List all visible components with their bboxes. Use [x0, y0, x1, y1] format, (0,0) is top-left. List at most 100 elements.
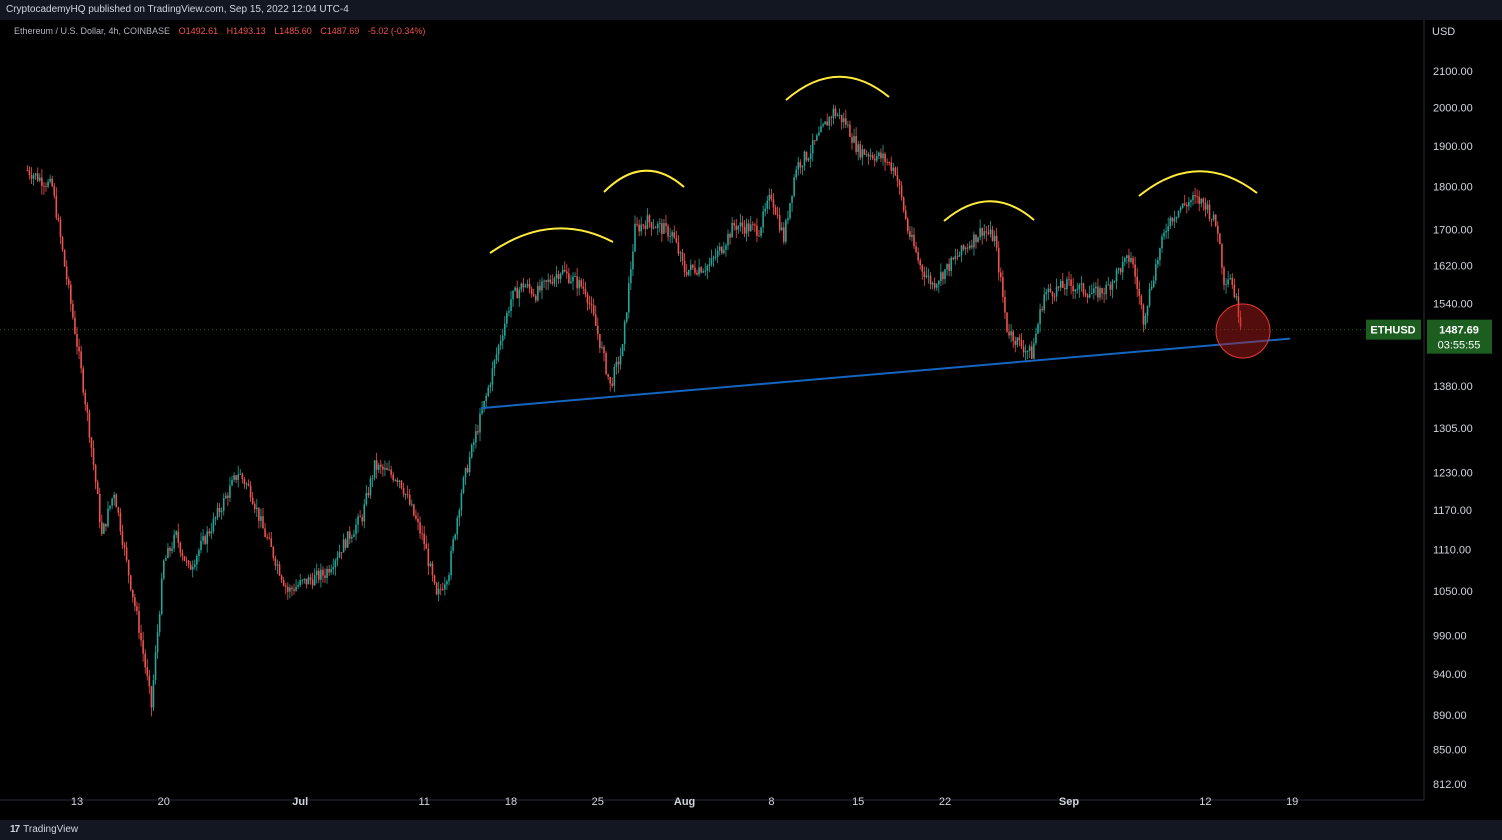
candle-body — [563, 269, 566, 272]
candle-body — [597, 325, 599, 335]
price-badge — [1427, 319, 1492, 354]
candle-body — [993, 235, 996, 242]
candlestick-chart[interactable]: USD 2100.00 2000.00 1900.00 1800.00 1700.00 16… — [0, 20, 1502, 820]
x-tick-label: 20 — [158, 796, 170, 808]
candle-body — [733, 223, 735, 226]
candle-body — [818, 132, 820, 136]
tradingview-brand[interactable]: 17 TradingView — [10, 820, 78, 840]
candle-body — [898, 180, 901, 186]
candle-body — [842, 118, 845, 123]
candle-body — [772, 199, 775, 208]
candle-body — [809, 153, 812, 159]
candle-body — [274, 557, 277, 566]
candle-body — [1202, 198, 1205, 203]
chart-area[interactable]: USD 2100.00 2000.00 1900.00 1800.00 1700.00 16… — [0, 20, 1502, 820]
candle-body — [216, 507, 219, 518]
candle-body — [94, 464, 97, 483]
candle-body — [650, 222, 653, 229]
candle-body — [196, 556, 198, 565]
candle-body — [1062, 280, 1064, 288]
y-tick-label: 2100.00 — [1433, 66, 1473, 78]
candle-body — [115, 494, 118, 508]
candle-body — [710, 258, 713, 265]
candle-body — [72, 303, 74, 318]
candle-body — [921, 265, 924, 272]
candle-body — [1136, 276, 1138, 289]
candle-body — [960, 245, 963, 255]
candle-body — [253, 503, 256, 510]
candle-body — [123, 544, 126, 548]
candle-body — [361, 517, 363, 522]
y-tick-label: 1700.00 — [1433, 225, 1473, 237]
low-value: L1485.60 — [274, 26, 312, 36]
candle-body — [514, 287, 516, 291]
candle-body — [890, 162, 893, 171]
candle-body — [437, 588, 440, 595]
candle-body — [566, 271, 568, 274]
candle-body — [849, 124, 851, 137]
candle-body — [386, 468, 388, 470]
candle-body — [847, 124, 849, 126]
candle-body — [869, 155, 872, 157]
candle-body — [574, 276, 576, 278]
candle-body — [65, 266, 68, 280]
candle-body — [309, 577, 312, 580]
candle-body — [1208, 204, 1211, 219]
candle-body — [452, 539, 454, 551]
candle-body — [1167, 226, 1169, 232]
candle-body — [1088, 294, 1091, 298]
candle-body — [648, 215, 651, 223]
candle-body — [706, 265, 709, 271]
candle-body — [580, 280, 583, 287]
candle-body — [954, 256, 957, 260]
candle-body — [417, 518, 419, 523]
candle-body — [342, 539, 345, 553]
candle-body — [1231, 278, 1234, 285]
x-tick-label: 15 — [852, 796, 864, 808]
candle-body — [1181, 203, 1184, 208]
candle-body — [640, 224, 642, 232]
candle-body — [708, 264, 711, 266]
candle-body — [838, 114, 841, 116]
candle-body — [584, 288, 587, 295]
candle-body — [336, 557, 339, 561]
candle-body — [1072, 285, 1074, 292]
candle-body — [1070, 279, 1072, 286]
countdown-label: 03:55:55 — [1438, 340, 1481, 352]
candle-body — [351, 536, 353, 539]
candle-body — [202, 536, 204, 541]
candle-body — [927, 275, 930, 277]
candle-body — [388, 469, 390, 471]
candle-body — [909, 231, 911, 237]
candle-body — [448, 575, 450, 582]
y-tick-label: 1800.00 — [1433, 182, 1473, 194]
peak-annotation-arc — [943, 200, 1035, 222]
candle-body — [78, 346, 80, 352]
candle-body — [547, 279, 549, 282]
candle-body — [987, 232, 990, 234]
candle-body — [1121, 261, 1124, 273]
candle-body — [942, 272, 944, 280]
candle-body — [1115, 269, 1118, 282]
candle-body — [101, 522, 103, 534]
candle-body — [479, 413, 481, 433]
candle-body — [30, 175, 33, 179]
candle-body — [47, 181, 49, 187]
candle-body — [470, 444, 473, 458]
candle-body — [1179, 207, 1182, 211]
candle-body — [851, 136, 853, 143]
candle-body — [900, 185, 903, 198]
candle-body — [617, 361, 620, 365]
candle-body — [96, 482, 99, 494]
candle-body — [919, 260, 921, 266]
candle-body — [1028, 346, 1031, 351]
candle-body — [956, 256, 959, 258]
candle-body — [392, 474, 394, 481]
candle-body — [125, 547, 128, 561]
candle-body — [539, 285, 541, 291]
candle-body — [160, 578, 163, 615]
candle-body — [632, 251, 634, 270]
candle-body — [243, 479, 246, 485]
candle-body — [390, 469, 392, 475]
candle-body — [795, 169, 797, 178]
